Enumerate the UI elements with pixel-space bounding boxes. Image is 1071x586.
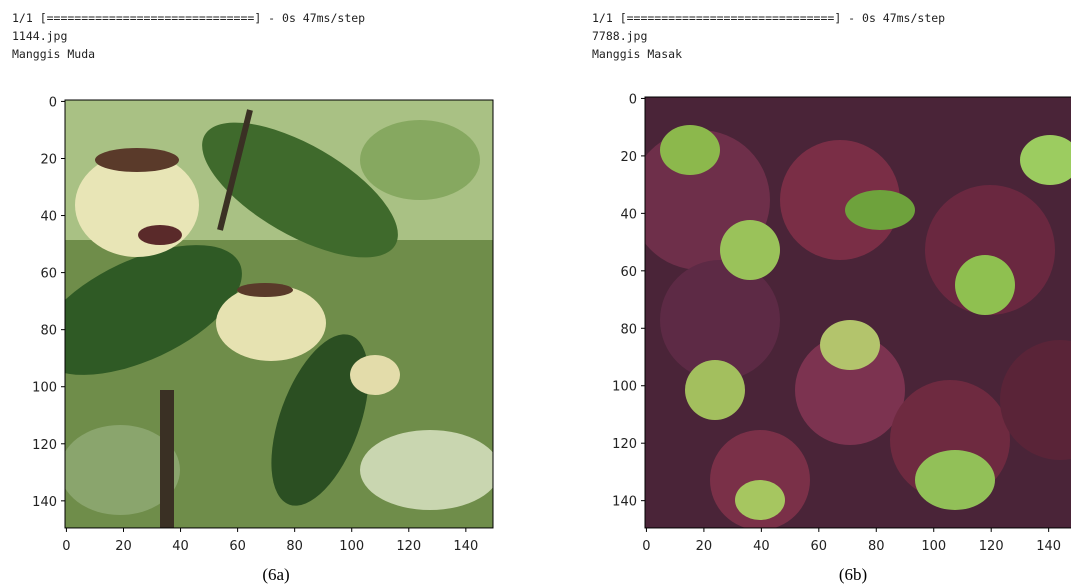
y-tick-label: 100	[32, 381, 57, 396]
y-tick-label: 140	[32, 495, 57, 510]
filename: 7788.jpg	[592, 29, 647, 43]
y-tick-label: 40	[40, 210, 57, 225]
x-tick-label: 80	[868, 539, 885, 554]
x-tick-label: 40	[172, 539, 189, 554]
y-tick-label: 0	[49, 95, 57, 110]
x-tick-label: 60	[229, 539, 246, 554]
x-tick-label: 20	[696, 539, 713, 554]
figure-caption: (6b)	[839, 565, 867, 584]
x-tick-label: 0	[62, 539, 70, 554]
y-tick-label: 120	[32, 438, 57, 453]
notebook-output: 1/1 [==============================] - 0…	[0, 0, 1071, 586]
x-tick-label: 80	[286, 539, 303, 554]
image-ripe-mangosteen	[630, 97, 1071, 530]
y-tick-label: 0	[629, 92, 637, 107]
y-tick-label: 20	[40, 152, 57, 167]
prediction-label: Manggis Masak	[592, 47, 682, 61]
y-tick-label: 60	[40, 267, 57, 282]
x-tick-label: 20	[115, 539, 132, 554]
y-tick-label: 40	[620, 207, 637, 222]
y-tick-label: 80	[620, 322, 637, 337]
y-tick-label: 120	[612, 437, 637, 452]
x-tick-label: 60	[811, 539, 828, 554]
log-line: 1/1 [==============================] - 0…	[12, 11, 365, 25]
x-tick-label: 100	[921, 539, 946, 554]
x-tick-label: 140	[453, 539, 478, 554]
log-line: 1/1 [==============================] - 0…	[592, 11, 945, 25]
x-tick-label: 100	[339, 539, 364, 554]
prediction-label: Manggis Muda	[12, 47, 95, 61]
y-tick-label: 60	[620, 265, 637, 280]
y-tick-label: 20	[620, 150, 637, 165]
filename: 1144.jpg	[12, 29, 67, 43]
x-tick-label: 120	[396, 539, 421, 554]
y-tick-label: 140	[612, 495, 637, 510]
x-tick-label: 120	[979, 539, 1004, 554]
x-tick-label: 140	[1036, 539, 1061, 554]
y-tick-label: 80	[40, 324, 57, 339]
y-tick-label: 100	[612, 380, 637, 395]
image-young-mangosteen	[19, 96, 500, 530]
x-tick-label: 40	[753, 539, 770, 554]
x-tick-label: 0	[642, 539, 650, 554]
figure-caption: (6a)	[262, 565, 289, 584]
